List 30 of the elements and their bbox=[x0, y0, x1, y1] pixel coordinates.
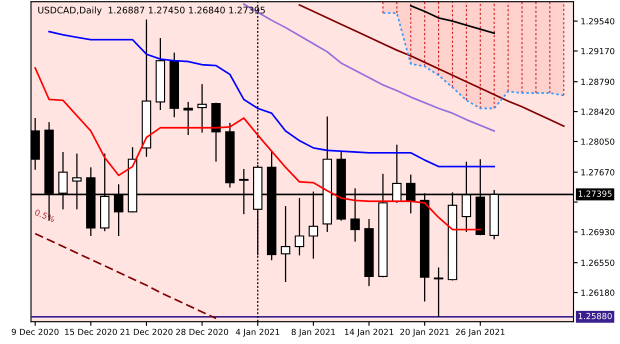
x-tick-label: 26 Jan 2021 bbox=[456, 328, 505, 337]
y-tick-label: 1.28790 bbox=[581, 78, 614, 85]
y-tick-label: 1.28050 bbox=[581, 138, 614, 145]
candlestick bbox=[197, 84, 207, 134]
x-tick-label: 28 Dec 2020 bbox=[176, 328, 228, 336]
line-series bbox=[34, 232, 217, 320]
y-tick-label: 1.26180 bbox=[581, 290, 614, 296]
candlestick bbox=[434, 266, 444, 318]
line-series bbox=[410, 4, 496, 34]
x-tick-label: 20 Jan 2021 bbox=[400, 328, 449, 337]
line-series bbox=[48, 30, 496, 168]
x-tick-label: 21 Dec 2020 bbox=[120, 328, 173, 336]
y-tick-label: 1.26550 bbox=[581, 260, 614, 266]
x-tick-label: 4 Jan 2021 bbox=[236, 328, 280, 337]
x-tick-label: 8 Jan 2021 bbox=[292, 328, 335, 337]
line-series bbox=[298, 4, 565, 127]
x-tick-label: 15 Dec 2020 bbox=[65, 328, 117, 336]
y-tick-label: 1.27670 bbox=[581, 169, 614, 176]
candlestick bbox=[280, 205, 290, 283]
x-tick-label: 14 Jan 2021 bbox=[344, 328, 394, 337]
candlestick bbox=[183, 101, 193, 136]
text: USDCAD,Daily 1.26887 1.27450 1.26840 1.27395 bbox=[38, 6, 265, 16]
ref-line-label: 1.25880 bbox=[578, 312, 612, 320]
y-tick-label: 1.29170 bbox=[581, 48, 614, 54]
x-tick-label: 9 Dec 2020 bbox=[12, 328, 59, 336]
ref-line-label: 1.27395 bbox=[578, 190, 612, 197]
y-tick-label: 1.29540 bbox=[581, 18, 614, 24]
y-tick-label: 1.28420 bbox=[581, 108, 614, 115]
candlestick bbox=[294, 197, 304, 256]
y-tick-label: 1.26930 bbox=[581, 228, 614, 236]
